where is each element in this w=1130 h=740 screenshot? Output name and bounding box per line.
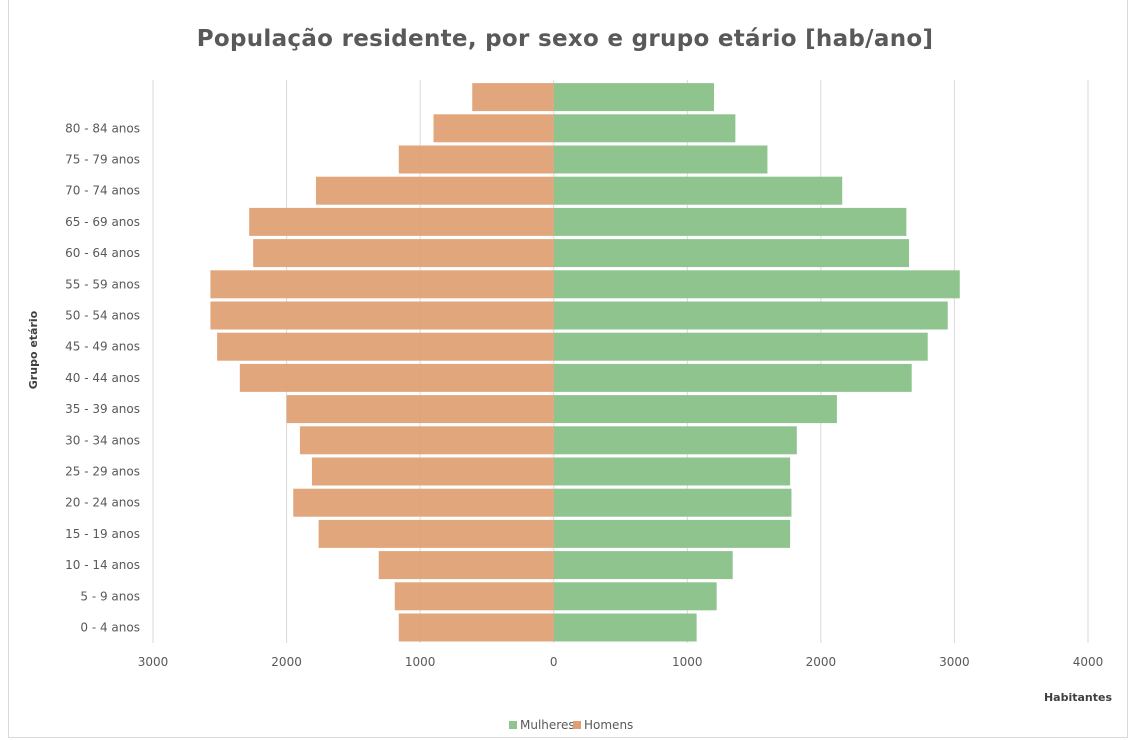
y-axis-title: Grupo etário (27, 310, 40, 389)
bar-mulheres (553, 176, 843, 205)
legend: Mulheres Homens (509, 718, 633, 732)
bar-homens (398, 145, 554, 174)
bar-homens (398, 613, 554, 642)
bar-homens (210, 270, 554, 299)
bar-mulheres (553, 145, 768, 174)
y-tick-label: 25 - 29 anos (65, 465, 140, 479)
bar-homens (253, 239, 554, 268)
bar-homens (293, 488, 554, 517)
x-tick-label: 0 (550, 655, 558, 669)
legend-label-homens: Homens (584, 718, 633, 732)
y-tick-label: 35 - 39 anos (65, 402, 140, 416)
bar-homens (286, 395, 554, 424)
bar-mulheres (553, 207, 907, 236)
bar-homens (249, 207, 554, 236)
x-tick-label: 1000 (672, 655, 703, 669)
bar-mulheres (553, 457, 791, 486)
bar-mulheres (553, 239, 910, 268)
y-tick-label: 10 - 14 anos (65, 558, 140, 572)
bar-homens (472, 83, 554, 112)
bar-mulheres (553, 301, 948, 330)
bar-mulheres (553, 426, 797, 455)
y-tick-label: 50 - 54 anos (65, 309, 140, 323)
bar-mulheres (553, 551, 733, 580)
y-tick-label: 65 - 69 anos (65, 215, 140, 229)
x-tick-label: 1000 (405, 655, 436, 669)
bar-mulheres (553, 488, 792, 517)
bar-mulheres (553, 613, 697, 642)
bar-homens (378, 551, 554, 580)
bar-homens (210, 301, 554, 330)
bar-homens (311, 457, 554, 486)
y-tick-labels: 80 - 84 anos 75 - 79 anos 70 - 74 anos 65 -… (65, 121, 140, 634)
y-tick-label: 20 - 24 anos (65, 496, 140, 510)
chart-title: População residente, por sexo e grupo et… (196, 26, 934, 52)
legend-swatch-homens (573, 721, 581, 729)
x-tick-label: 3000 (939, 655, 970, 669)
bar-homens (299, 426, 554, 455)
bar-mulheres (553, 332, 928, 361)
y-tick-label: 5 - 9 anos (80, 589, 140, 603)
x-tick-label: 4000 (1073, 655, 1104, 669)
y-tick-label: 70 - 74 anos (65, 184, 140, 198)
y-tick-label: 30 - 34 anos (65, 433, 140, 447)
bar-mulheres (553, 395, 837, 424)
bar-mulheres (553, 363, 912, 392)
y-tick-label: 80 - 84 anos (65, 121, 140, 135)
y-tick-label: 75 - 79 anos (65, 153, 140, 167)
bar-mulheres (553, 270, 960, 299)
bar-homens (394, 582, 554, 611)
y-tick-label: 45 - 49 anos (65, 340, 140, 354)
y-tick-label: 15 - 19 anos (65, 527, 140, 541)
bar-homens (315, 176, 554, 205)
bars (210, 83, 960, 642)
y-tick-label: 0 - 4 anos (80, 621, 140, 635)
x-tick-label: 2000 (271, 655, 302, 669)
legend-label-mulheres: Mulheres (520, 718, 575, 732)
bar-mulheres (553, 83, 714, 112)
bar-homens (318, 519, 554, 548)
y-tick-label: 40 - 44 anos (65, 371, 140, 385)
bar-homens (239, 363, 554, 392)
x-tick-labels: 3000 2000 1000 0 1000 2000 3000 4000 (138, 655, 1104, 669)
gridlines (152, 80, 1089, 643)
chart-frame (8, 0, 1128, 738)
bar-mulheres (553, 114, 736, 143)
bar-mulheres (553, 519, 791, 548)
x-tick-label: 3000 (138, 655, 169, 669)
bar-homens (217, 332, 554, 361)
x-tick-label: 2000 (806, 655, 837, 669)
y-tick-label: 55 - 59 anos (65, 277, 140, 291)
legend-swatch-mulheres (509, 721, 517, 729)
y-tick-label: 60 - 64 anos (65, 246, 140, 260)
x-axis-title: Habitantes (1044, 691, 1113, 704)
bar-mulheres (553, 582, 717, 611)
bar-homens (433, 114, 554, 143)
